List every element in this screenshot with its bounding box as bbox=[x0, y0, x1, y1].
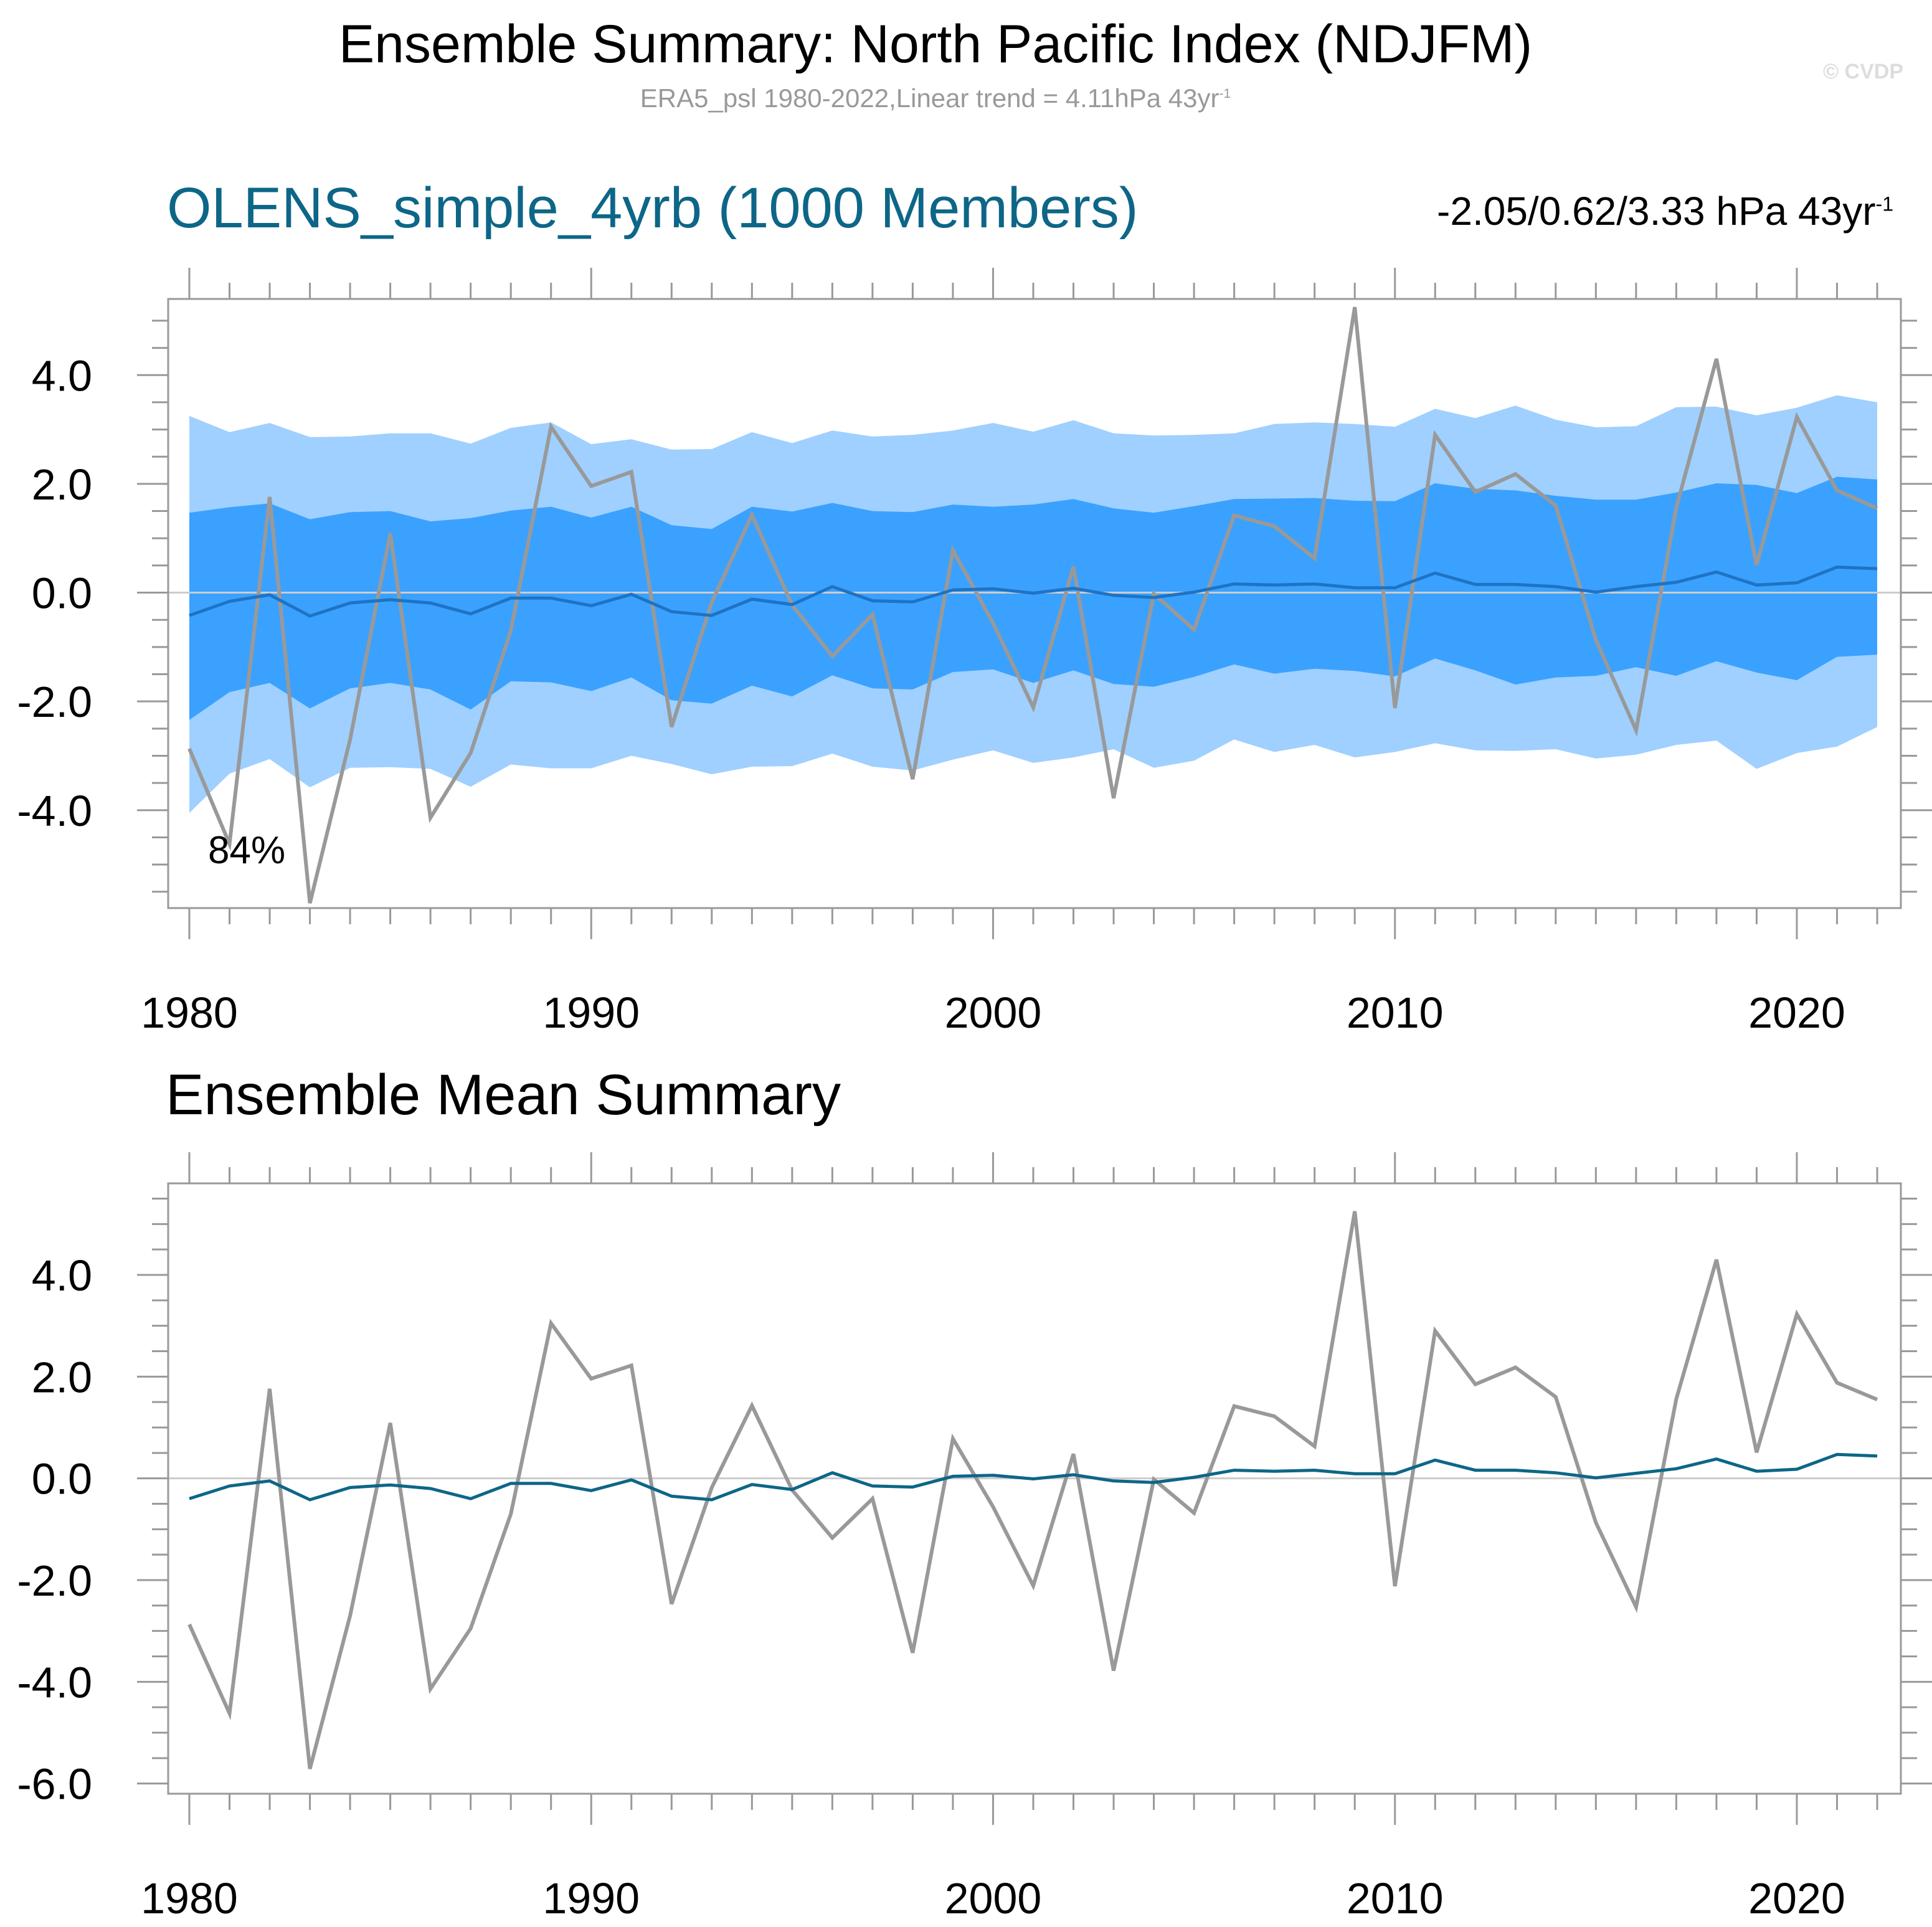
trend-values: -2.05/0.62/3.33 hPa 43yr bbox=[1437, 189, 1876, 234]
top-panel-title: OLENS_simple_4yrb (1000 Members) bbox=[167, 176, 1139, 240]
y-tick-label: 4.0 bbox=[32, 351, 92, 400]
x-tick-label: 1980 bbox=[141, 1874, 238, 1923]
percent-within-band-label: 84% bbox=[208, 829, 286, 872]
x-tick-label: 2010 bbox=[1347, 1874, 1444, 1923]
observations-line bbox=[187, 1211, 1878, 1769]
subtitle-text: ERA5_psl 1980-2022,Linear trend = 4.11hP… bbox=[640, 83, 1219, 113]
x-tick-label: 2000 bbox=[945, 1874, 1042, 1923]
cvdp-watermark: © CVDP bbox=[1823, 60, 1903, 83]
y-tick-label: 0.0 bbox=[32, 1455, 92, 1503]
figure-title: Ensemble Summary: North Pacific Index (N… bbox=[338, 14, 1533, 74]
x-tick-label: 1990 bbox=[542, 988, 640, 1037]
bottom-panel-title: Ensemble Mean Summary bbox=[166, 1063, 841, 1127]
top-panel-trend-text: -2.05/0.62/3.33 hPa 43yr-1 bbox=[1437, 188, 1893, 234]
figure-subtitle: ERA5_psl 1980-2022,Linear trend = 4.11hP… bbox=[0, 83, 1871, 113]
x-tick-label: 2000 bbox=[945, 988, 1042, 1037]
trend-exponent: -1 bbox=[1875, 192, 1893, 215]
y-tick-label: 0.0 bbox=[32, 569, 92, 618]
plot-frame bbox=[167, 298, 1902, 909]
x-tick-label: 1990 bbox=[542, 1874, 640, 1923]
ensemble-mean-line bbox=[189, 1452, 1878, 1502]
x-tick-label: 1980 bbox=[141, 988, 238, 1037]
x-tick-label: 2010 bbox=[1347, 988, 1444, 1037]
y-tick-label: -6.0 bbox=[17, 1760, 92, 1809]
subtitle-exponent: -1 bbox=[1219, 87, 1231, 101]
observations-line bbox=[187, 306, 1878, 904]
plot-frame bbox=[167, 1182, 1902, 1795]
y-tick-label: 2.0 bbox=[32, 460, 92, 509]
top-panel-plot: 1980 1990 2000 2010 2020 4.0 2.0 0.0 -2.0 -4.0 bbox=[17, 268, 1932, 1037]
y-tick-label: -2.0 bbox=[17, 678, 92, 726]
y-tick-label: 4.0 bbox=[32, 1251, 92, 1300]
ensemble-mean-line bbox=[189, 565, 1878, 618]
x-tick-label: 2020 bbox=[1748, 988, 1845, 1037]
bottom-panel-plot: 1980 1990 2000 2010 2020 4.0 2.0 0.0 -2.0 -4.0 -6.… bbox=[17, 1152, 1932, 1923]
inner-spread-band bbox=[189, 476, 1877, 720]
y-tick-label: 2.0 bbox=[32, 1353, 92, 1401]
x-tick-label: 2020 bbox=[1748, 1874, 1845, 1923]
y-tick-label: -4.0 bbox=[17, 787, 92, 835]
y-tick-label: -2.0 bbox=[17, 1556, 92, 1605]
y-tick-label: -4.0 bbox=[17, 1658, 92, 1707]
